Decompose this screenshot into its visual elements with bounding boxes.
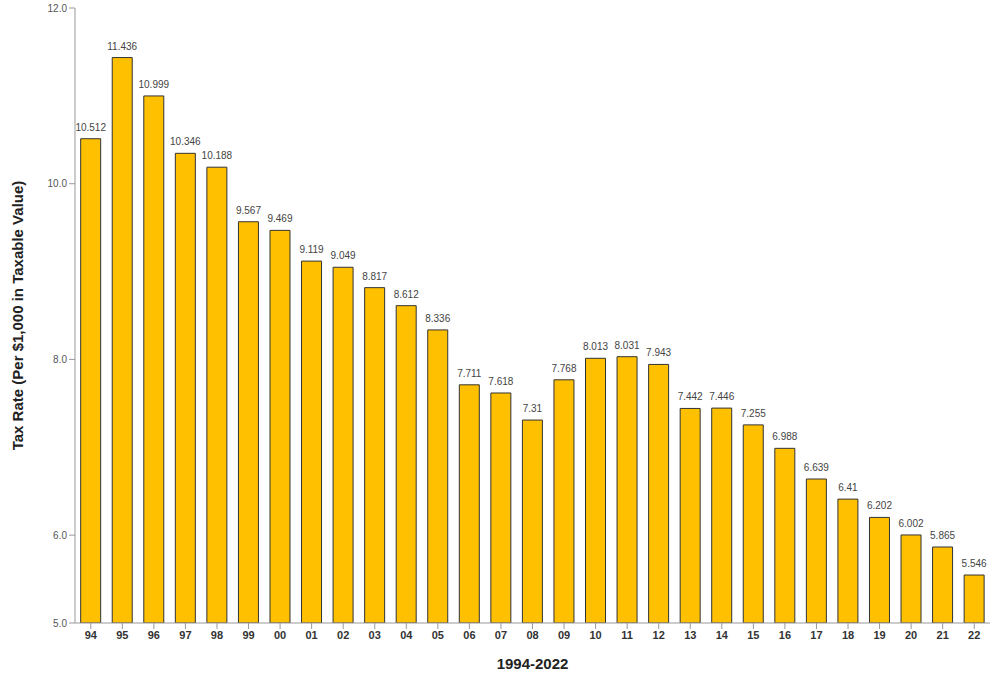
svg-text:8.031: 8.031 (615, 340, 640, 351)
svg-text:18: 18 (842, 629, 854, 641)
svg-text:5.0: 5.0 (53, 618, 67, 629)
svg-text:8.013: 8.013 (583, 341, 608, 352)
svg-text:5.546: 5.546 (962, 558, 987, 569)
svg-text:14: 14 (716, 629, 729, 641)
svg-text:10.188: 10.188 (202, 150, 233, 161)
svg-text:10.0: 10.0 (48, 178, 68, 189)
svg-text:06: 06 (463, 629, 475, 641)
svg-text:97: 97 (179, 629, 191, 641)
svg-text:8.612: 8.612 (394, 289, 419, 300)
svg-text:7.768: 7.768 (551, 363, 576, 374)
svg-text:7.31: 7.31 (523, 403, 543, 414)
svg-text:96: 96 (148, 629, 160, 641)
svg-text:9.119: 9.119 (299, 244, 324, 255)
svg-text:6.988: 6.988 (772, 431, 797, 442)
svg-text:17: 17 (810, 629, 822, 641)
svg-text:10.512: 10.512 (75, 122, 106, 133)
svg-text:8.817: 8.817 (362, 271, 387, 282)
svg-text:16: 16 (779, 629, 791, 641)
svg-text:05: 05 (432, 629, 444, 641)
svg-text:8.0: 8.0 (53, 354, 67, 365)
svg-text:10.999: 10.999 (138, 79, 169, 90)
svg-text:7.442: 7.442 (678, 391, 703, 402)
svg-text:Tax Rate (Per $1,000 in Taxabl: Tax Rate (Per $1,000 in Taxable Value) (9, 181, 26, 451)
svg-text:6.202: 6.202 (867, 500, 892, 511)
svg-text:15: 15 (747, 629, 759, 641)
svg-text:02: 02 (337, 629, 349, 641)
svg-text:9.049: 9.049 (331, 250, 356, 261)
svg-text:7.711: 7.711 (457, 368, 482, 379)
svg-text:09: 09 (558, 629, 570, 641)
svg-text:10.346: 10.346 (170, 136, 201, 147)
svg-text:11: 11 (621, 629, 633, 641)
svg-text:08: 08 (526, 629, 538, 641)
svg-text:6.639: 6.639 (804, 462, 829, 473)
svg-text:5.865: 5.865 (930, 530, 955, 541)
svg-text:22: 22 (968, 629, 980, 641)
svg-text:98: 98 (211, 629, 223, 641)
svg-text:12: 12 (653, 629, 665, 641)
svg-text:04: 04 (400, 629, 413, 641)
svg-text:6.41: 6.41 (838, 482, 858, 493)
svg-text:7.255: 7.255 (741, 408, 766, 419)
svg-text:1994-2022: 1994-2022 (497, 655, 569, 672)
svg-text:6.0: 6.0 (53, 530, 67, 541)
svg-text:94: 94 (85, 629, 98, 641)
svg-text:07: 07 (495, 629, 507, 641)
svg-text:9.469: 9.469 (267, 213, 292, 224)
svg-text:21: 21 (937, 629, 949, 641)
svg-text:01: 01 (306, 629, 318, 641)
svg-text:8.336: 8.336 (425, 313, 450, 324)
svg-text:19: 19 (873, 629, 885, 641)
svg-text:7.618: 7.618 (488, 376, 513, 387)
svg-text:00: 00 (274, 629, 286, 641)
svg-text:9.567: 9.567 (236, 205, 261, 216)
svg-text:12.0: 12.0 (48, 3, 68, 14)
svg-text:99: 99 (242, 629, 254, 641)
svg-text:7.446: 7.446 (709, 391, 734, 402)
svg-text:6.002: 6.002 (899, 518, 924, 529)
svg-text:10: 10 (589, 629, 601, 641)
svg-text:11.436: 11.436 (107, 41, 137, 52)
svg-text:20: 20 (905, 629, 917, 641)
svg-text:13: 13 (684, 629, 696, 641)
svg-text:03: 03 (369, 629, 381, 641)
svg-text:95: 95 (116, 629, 128, 641)
svg-text:7.943: 7.943 (646, 347, 671, 358)
